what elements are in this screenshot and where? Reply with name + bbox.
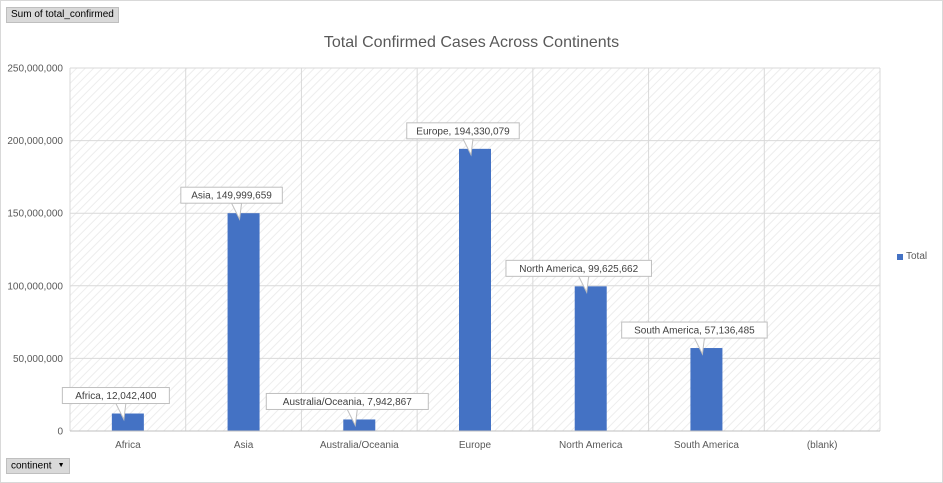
y-tick-label: 150,000,000 bbox=[7, 209, 63, 220]
y-tick-label: 200,000,000 bbox=[7, 136, 63, 147]
y-tick-label: 50,000,000 bbox=[13, 354, 63, 365]
data-label: North America, 99,625,662 bbox=[519, 264, 638, 275]
chart-title: Total Confirmed Cases Across Continents bbox=[323, 34, 620, 51]
axis-field-label: continent bbox=[11, 460, 52, 472]
bar[interactable] bbox=[690, 348, 723, 431]
data-label-box bbox=[61, 387, 170, 405]
data-label-box bbox=[265, 392, 429, 410]
x-tick-label: Australia/Oceania bbox=[320, 440, 399, 451]
y-tick-label: 250,000,000 bbox=[7, 64, 63, 75]
y-tick-label: 0 bbox=[57, 427, 63, 438]
legend: Total bbox=[897, 251, 927, 262]
x-tick-label: Asia bbox=[234, 440, 254, 451]
data-label: Europe, 194,330,079 bbox=[416, 126, 510, 137]
y-tick-label: 100,000,000 bbox=[7, 281, 63, 292]
x-tick-label: Europe bbox=[459, 440, 492, 451]
bar[interactable] bbox=[227, 213, 260, 431]
value-field-button[interactable]: Sum of total_confirmed bbox=[6, 7, 119, 23]
data-label: Asia, 149,999,659 bbox=[191, 191, 272, 202]
data-label: South America, 57,136,485 bbox=[634, 326, 755, 337]
axis-field-button[interactable]: continent ▼ bbox=[6, 458, 70, 474]
x-tick-label: North America bbox=[559, 440, 623, 451]
bar[interactable] bbox=[574, 286, 607, 431]
data-label: Australia/Oceania, 7,942,867 bbox=[283, 397, 412, 408]
data-label-box bbox=[406, 122, 520, 140]
value-field-label: Sum of total_confirmed bbox=[11, 9, 114, 20]
x-tick-label: Africa bbox=[115, 440, 141, 451]
bar[interactable] bbox=[343, 419, 376, 431]
data-label-box bbox=[505, 259, 652, 277]
x-tick-label: (blank) bbox=[807, 440, 838, 451]
bar[interactable] bbox=[111, 413, 144, 431]
data-label-box bbox=[621, 321, 768, 339]
legend-label: Total bbox=[906, 251, 928, 262]
data-label-box bbox=[180, 186, 283, 204]
legend-swatch bbox=[897, 253, 903, 260]
x-tick-label: South America bbox=[674, 440, 739, 451]
bar[interactable] bbox=[459, 148, 491, 432]
dropdown-arrow-icon[interactable]: ▼ bbox=[57, 462, 65, 469]
data-label: Africa, 12,042,400 bbox=[75, 391, 157, 402]
